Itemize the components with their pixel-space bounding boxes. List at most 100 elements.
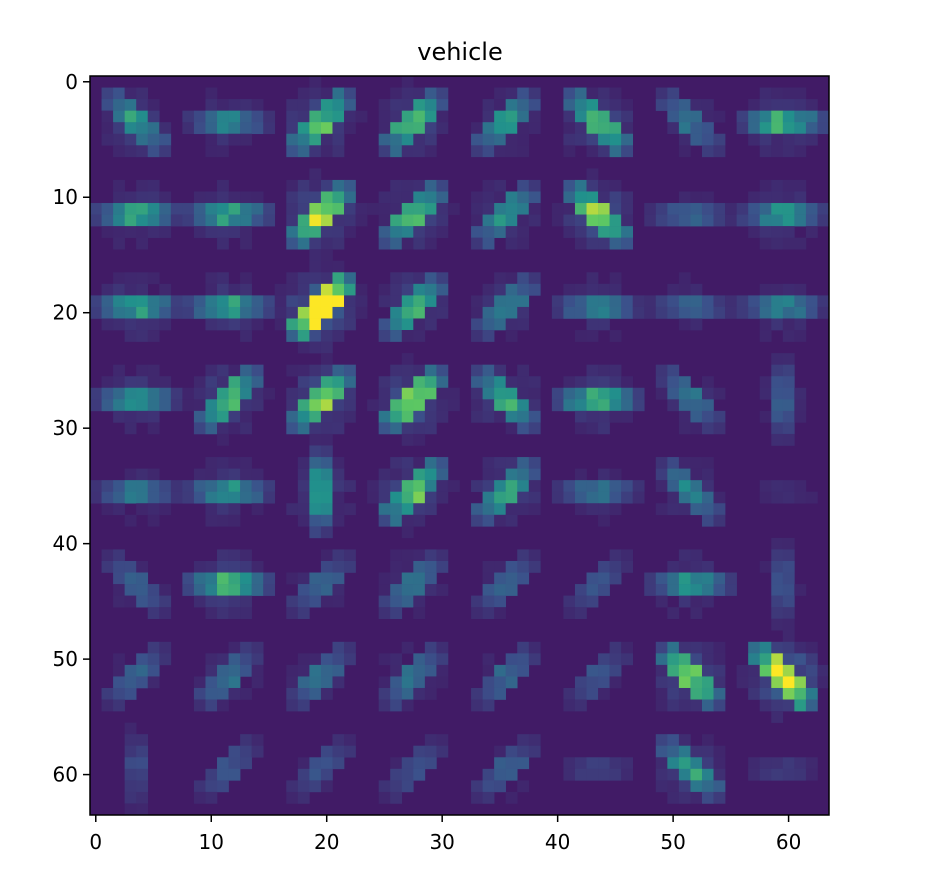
heatmap-pixel <box>794 676 807 689</box>
heatmap-pixel <box>378 191 391 204</box>
heatmap-pixel <box>344 295 356 308</box>
heatmap-pixel <box>447 203 460 215</box>
heatmap-pixel <box>228 122 241 135</box>
heatmap-pixel <box>517 664 530 677</box>
heatmap-pixel <box>517 318 530 331</box>
heatmap-pixel <box>482 318 495 331</box>
heatmap-pixel <box>344 191 356 204</box>
heatmap-pixel <box>136 791 149 804</box>
heatmap-pixel <box>401 687 414 700</box>
heatmap-pixel <box>228 399 241 412</box>
heatmap-pixel <box>517 226 530 238</box>
heatmap-pixel <box>655 653 668 666</box>
heatmap-pixel <box>494 203 506 215</box>
heatmap-pixel <box>598 110 610 123</box>
heatmap-pixel <box>586 318 599 331</box>
heatmap-pixel <box>494 376 506 389</box>
heatmap-pixel <box>528 734 541 747</box>
heatmap-pixel <box>286 791 299 804</box>
heatmap-pixel <box>701 560 714 573</box>
heatmap-pixel <box>286 226 299 238</box>
heatmap-pixel <box>759 122 772 135</box>
heatmap-pixel <box>505 676 518 689</box>
heatmap-pixel <box>667 110 680 123</box>
heatmap-pixel <box>424 122 437 135</box>
heatmap-pixel <box>782 549 795 562</box>
heatmap-pixel <box>136 410 149 423</box>
heatmap-pixel <box>690 745 703 758</box>
heatmap-pixel <box>690 480 703 492</box>
heatmap-pixel <box>494 133 506 146</box>
heatmap-pixel <box>494 572 506 585</box>
heatmap-pixel <box>771 607 784 620</box>
heatmap-pixel <box>667 122 680 135</box>
heatmap-pixel <box>805 653 818 666</box>
heatmap-pixel <box>655 757 668 770</box>
heatmap-pixel <box>124 422 137 435</box>
heatmap-pixel <box>309 87 322 100</box>
heatmap-pixel <box>182 214 195 227</box>
heatmap-pixel <box>586 122 599 135</box>
heatmap-pixel <box>251 584 264 596</box>
heatmap-pixel <box>517 191 530 204</box>
heatmap-pixel <box>101 99 114 111</box>
heatmap-pixel <box>217 664 229 677</box>
heatmap-pixel <box>701 791 714 804</box>
heatmap-pixel <box>771 87 784 100</box>
heatmap-pixel <box>309 283 322 296</box>
heatmap-pixel <box>505 410 518 423</box>
heatmap-pixel <box>494 87 506 100</box>
heatmap-pixel <box>320 330 333 342</box>
heatmap-pixel <box>413 514 426 527</box>
heatmap-pixel <box>147 122 160 135</box>
heatmap-pixel <box>286 306 299 319</box>
heatmap-pixel <box>170 203 183 215</box>
heatmap-pixel <box>228 457 241 469</box>
heatmap-pixel <box>436 283 449 296</box>
heatmap-pixel <box>598 503 610 516</box>
heatmap-pixel <box>113 133 125 146</box>
heatmap-pixel <box>586 664 599 677</box>
heatmap-pixel <box>205 699 218 712</box>
heatmap-pixel <box>586 330 599 342</box>
heatmap-pixel <box>690 295 703 308</box>
heatmap-pixel <box>320 353 333 365</box>
heatmap-pixel <box>586 376 599 389</box>
heatmap-pixel <box>413 295 426 308</box>
heatmap-pixel <box>678 584 691 596</box>
heatmap-pixel <box>113 595 125 608</box>
heatmap-pixel <box>309 514 322 527</box>
heatmap-pixel <box>632 399 645 412</box>
heatmap-pixel <box>482 653 495 666</box>
heatmap-pixel <box>782 122 795 135</box>
heatmap-pixel <box>193 491 206 504</box>
heatmap-pixel <box>217 295 229 308</box>
heatmap-pixel <box>609 283 622 296</box>
heatmap-pixel <box>690 503 703 516</box>
heatmap-pixel <box>598 399 610 412</box>
heatmap-pixel <box>494 676 506 689</box>
heatmap-pixel <box>713 306 726 319</box>
heatmap-pixel <box>320 272 333 285</box>
heatmap-pixel <box>297 145 310 158</box>
heatmap-pixel <box>482 791 495 804</box>
heatmap-pixel <box>609 191 622 204</box>
heatmap-pixel <box>251 203 264 215</box>
heatmap-pixel <box>205 664 218 677</box>
heatmap-pixel <box>494 595 506 608</box>
heatmap-pixel <box>217 560 229 573</box>
heatmap-pixel <box>136 768 149 781</box>
heatmap-pixel <box>90 295 102 308</box>
heatmap-pixel <box>517 572 530 585</box>
heatmap-pixel <box>782 630 795 643</box>
heatmap-pixel <box>320 399 333 412</box>
heatmap-pixel <box>528 122 541 135</box>
heatmap-pixel <box>667 699 680 712</box>
heatmap-pixel <box>413 237 426 250</box>
heatmap-pixel <box>563 99 576 111</box>
heatmap-pixel <box>401 76 414 88</box>
heatmap-pixel <box>147 491 160 504</box>
x-axis: 0 10 20 30 40 50 60 <box>89 815 801 854</box>
heatmap-pixel <box>136 364 149 377</box>
heatmap-pixel <box>713 653 726 666</box>
